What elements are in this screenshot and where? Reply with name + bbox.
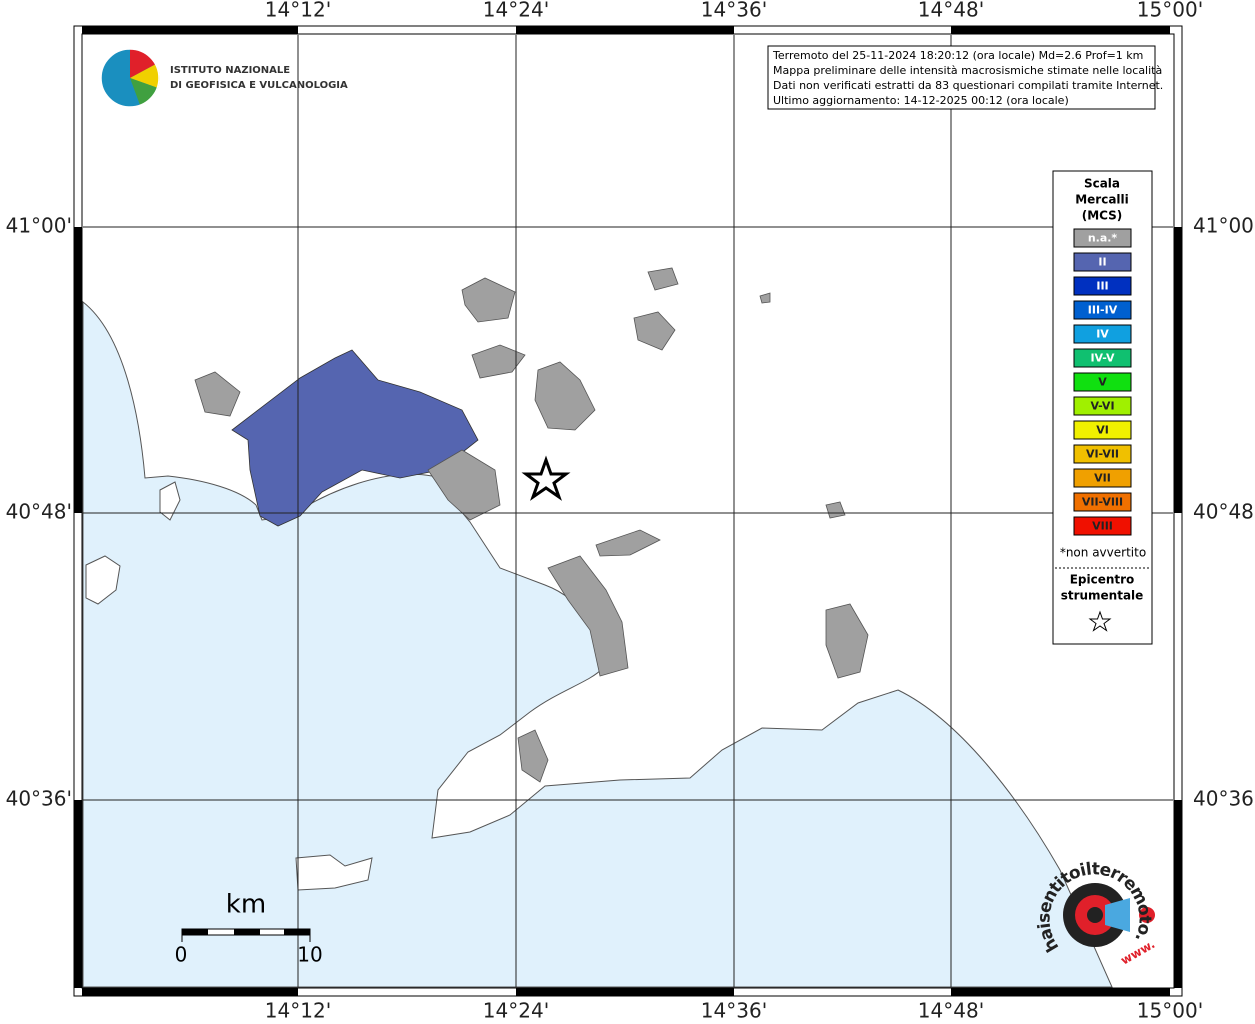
lon-label-bottom: 14°12' bbox=[265, 999, 331, 1023]
legend-swatch bbox=[1073, 420, 1132, 440]
legend-swatch bbox=[1073, 228, 1132, 248]
legend-label: III-IV bbox=[1088, 304, 1118, 317]
lon-label-top: 14°12' bbox=[265, 0, 331, 22]
legend-swatch bbox=[1073, 276, 1132, 296]
scale-bar bbox=[181, 928, 311, 942]
legend-label: VI-VII bbox=[1086, 448, 1119, 461]
legend-label: VII-VIII bbox=[1082, 496, 1123, 509]
lon-label-bottom: 14°48' bbox=[918, 999, 984, 1023]
legend-swatch bbox=[1073, 492, 1132, 512]
legend-title: Scala bbox=[1084, 177, 1120, 191]
scale-end: 10 bbox=[297, 943, 322, 967]
info-line: Terremoto del 25-11-2024 18:20:12 (ora l… bbox=[772, 49, 1143, 62]
lon-label-bottom: 15°00' bbox=[1137, 999, 1203, 1023]
info-box bbox=[767, 45, 1156, 110]
legend-label: VIII bbox=[1092, 520, 1113, 533]
legend-swatch bbox=[1073, 516, 1132, 536]
legend-title: Mercalli bbox=[1075, 193, 1129, 207]
info-line: Dati non verificati estratti da 83 quest… bbox=[773, 79, 1163, 92]
island-procida bbox=[159, 481, 181, 521]
legend-swatch bbox=[1073, 348, 1132, 368]
lon-label-top: 14°24' bbox=[483, 0, 549, 22]
legend-label: V-VI bbox=[1090, 400, 1114, 413]
island-ischia bbox=[85, 555, 121, 605]
info-line: Mappa preliminare delle intensità macros… bbox=[773, 64, 1162, 77]
legend-swatch bbox=[1073, 300, 1132, 320]
lon-label-bottom: 14°24' bbox=[483, 999, 549, 1023]
legend-label: n.a.* bbox=[1088, 232, 1118, 245]
graticule bbox=[83, 35, 1173, 987]
municipalities bbox=[194, 267, 869, 783]
lon-label-top: 14°48' bbox=[918, 0, 984, 22]
lon-label-top: 15°00' bbox=[1137, 0, 1203, 22]
legend-label: IV bbox=[1096, 328, 1109, 341]
scale-start: 0 bbox=[175, 943, 188, 967]
city-napoli bbox=[231, 349, 479, 527]
lat-label-left: 41°00' bbox=[6, 214, 72, 238]
watermark bbox=[1063, 883, 1155, 947]
legend-label: VII bbox=[1094, 472, 1111, 485]
logo-text: ISTITUTO NAZIONALE bbox=[170, 65, 290, 76]
legend-note: *non avvertito bbox=[1060, 546, 1146, 560]
logo-text: DI GEOFISICA E VULCANOLOGIA bbox=[170, 80, 348, 91]
legend-label: IV-V bbox=[1090, 352, 1115, 365]
legend-epicenter: strumentale bbox=[1061, 589, 1144, 603]
legend-swatch bbox=[1073, 444, 1132, 464]
lat-label-right: 41°00' bbox=[1193, 214, 1255, 238]
epicenter-star bbox=[521, 455, 571, 501]
lat-label-right: 40°48' bbox=[1193, 500, 1255, 524]
legend-label: V bbox=[1098, 376, 1107, 389]
legend-swatch bbox=[1073, 324, 1132, 344]
legend-swatch bbox=[1073, 252, 1132, 272]
legend-label: III bbox=[1096, 280, 1108, 293]
legend-swatch bbox=[1073, 372, 1132, 392]
legend-label: II bbox=[1098, 256, 1106, 269]
scale-unit: km bbox=[226, 890, 266, 920]
legend-swatch bbox=[1073, 396, 1132, 416]
legend-label: VI bbox=[1096, 424, 1109, 437]
legend-swatch bbox=[1073, 468, 1132, 488]
ingv-logo: ISTITUTO NAZIONALE DI GEOFISICA E VULCAN… bbox=[100, 48, 348, 108]
lon-label-top: 14°36' bbox=[701, 0, 767, 22]
frame bbox=[73, 25, 1183, 997]
lat-label-left: 40°48' bbox=[6, 500, 72, 524]
island-capri bbox=[295, 854, 373, 891]
info-line: Ultimo aggiornamento: 14-12-2025 00:12 (… bbox=[773, 94, 1069, 107]
lat-label-right: 40°36' bbox=[1193, 787, 1255, 811]
lon-label-bottom: 14°36' bbox=[701, 999, 767, 1023]
legend-title: (MCS) bbox=[1082, 209, 1123, 223]
legend-epicenter: Epicentro bbox=[1070, 573, 1135, 587]
legend-star bbox=[1088, 610, 1112, 632]
lat-label-left: 40°36' bbox=[6, 787, 72, 811]
